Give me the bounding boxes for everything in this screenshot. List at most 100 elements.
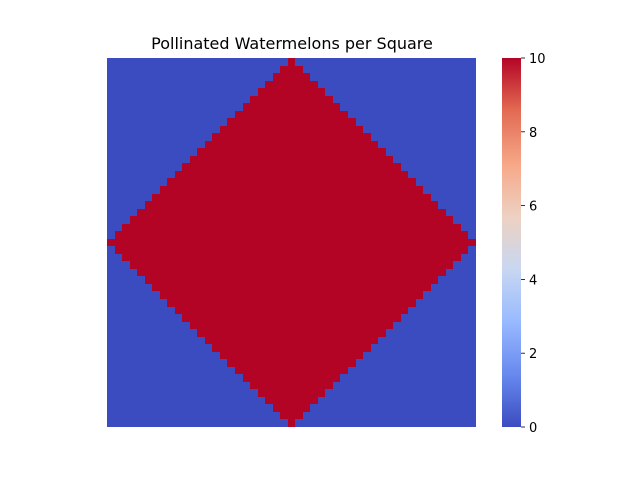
heatmap-cell bbox=[197, 352, 205, 359]
heatmap-cell bbox=[371, 367, 378, 374]
heatmap-cell bbox=[356, 66, 363, 73]
heatmap-cell bbox=[393, 186, 401, 194]
heatmap-cell bbox=[265, 209, 273, 216]
heatmap-cell bbox=[453, 58, 461, 66]
heatmap-cell bbox=[446, 163, 453, 171]
heatmap-cell bbox=[212, 359, 220, 367]
heatmap-cell bbox=[137, 307, 145, 314]
heatmap-cell bbox=[401, 322, 408, 329]
heatmap-cell bbox=[333, 133, 340, 141]
heatmap-cell bbox=[273, 231, 280, 239]
heatmap-cell bbox=[137, 291, 145, 299]
heatmap-cell bbox=[137, 254, 145, 261]
heatmap-cell bbox=[258, 389, 265, 397]
heatmap-cell bbox=[295, 201, 303, 209]
heatmap-cell bbox=[393, 163, 401, 171]
heatmap-cell bbox=[182, 329, 190, 337]
heatmap-cell bbox=[197, 367, 205, 374]
heatmap-cell bbox=[453, 126, 461, 133]
heatmap-cell bbox=[220, 103, 227, 111]
heatmap-cell bbox=[438, 194, 446, 201]
heatmap-cell bbox=[431, 291, 438, 299]
heatmap-cell bbox=[130, 276, 137, 284]
heatmap-cell bbox=[235, 389, 243, 397]
heatmap-cell bbox=[363, 201, 371, 209]
heatmap-cell bbox=[303, 103, 310, 111]
heatmap-cell bbox=[107, 186, 115, 194]
heatmap-cell bbox=[130, 201, 137, 209]
heatmap-cell bbox=[423, 88, 431, 96]
heatmap-cell bbox=[318, 171, 325, 178]
heatmap-cell bbox=[205, 382, 212, 389]
heatmap-cell bbox=[401, 88, 408, 96]
heatmap-cell bbox=[310, 103, 318, 111]
heatmap-cell bbox=[431, 367, 438, 374]
heatmap-cell bbox=[152, 88, 160, 96]
heatmap-cell bbox=[340, 322, 348, 329]
heatmap-cell bbox=[145, 73, 152, 81]
heatmap-cell bbox=[348, 404, 356, 412]
heatmap-cell bbox=[378, 352, 386, 359]
heatmap-cell bbox=[205, 96, 212, 103]
heatmap-cell bbox=[160, 412, 167, 419]
heatmap-cell bbox=[401, 194, 408, 201]
heatmap-cell bbox=[416, 133, 423, 141]
heatmap-cell bbox=[220, 209, 227, 216]
heatmap-cell bbox=[416, 81, 423, 88]
heatmap-cell bbox=[243, 118, 250, 126]
heatmap-cell bbox=[333, 352, 340, 359]
heatmap-cell bbox=[288, 397, 295, 404]
heatmap-cell bbox=[423, 209, 431, 216]
heatmap-cell bbox=[386, 291, 393, 299]
heatmap-cell bbox=[378, 314, 386, 322]
heatmap-cell bbox=[243, 111, 250, 118]
heatmap-cell bbox=[145, 284, 152, 291]
heatmap-cell bbox=[280, 178, 288, 186]
heatmap-cell bbox=[160, 103, 167, 111]
heatmap-cell bbox=[273, 239, 280, 246]
heatmap-cell bbox=[386, 171, 393, 178]
heatmap-cell bbox=[453, 291, 461, 299]
heatmap-cell bbox=[386, 329, 393, 337]
heatmap-cell bbox=[115, 81, 122, 88]
heatmap-cell bbox=[438, 81, 446, 88]
heatmap-cell bbox=[115, 276, 122, 284]
heatmap-cell bbox=[265, 291, 273, 299]
heatmap-cell bbox=[152, 314, 160, 322]
heatmap-cell bbox=[137, 284, 145, 291]
heatmap-cell bbox=[122, 111, 130, 118]
heatmap-cell bbox=[318, 284, 325, 291]
heatmap-cell bbox=[348, 239, 356, 246]
heatmap-cell bbox=[386, 269, 393, 276]
heatmap-cell bbox=[122, 291, 130, 299]
heatmap-cell bbox=[446, 329, 453, 337]
colorbar-tick-label: 0 bbox=[529, 421, 537, 436]
heatmap-cell bbox=[122, 344, 130, 352]
heatmap-cell bbox=[378, 404, 386, 412]
heatmap-cell bbox=[175, 419, 182, 427]
heatmap-cell bbox=[318, 404, 325, 412]
heatmap-cell bbox=[220, 291, 227, 299]
heatmap-cell bbox=[318, 156, 325, 163]
heatmap-cell bbox=[408, 314, 416, 322]
heatmap-cell bbox=[182, 118, 190, 126]
heatmap-cell bbox=[288, 246, 295, 254]
heatmap-cell bbox=[318, 337, 325, 344]
heatmap-cell bbox=[115, 261, 122, 269]
heatmap-cell bbox=[145, 231, 152, 239]
heatmap-cell bbox=[416, 88, 423, 96]
heatmap-cell bbox=[423, 322, 431, 329]
heatmap-cell bbox=[205, 209, 212, 216]
heatmap-cell bbox=[393, 96, 401, 103]
heatmap-cell bbox=[295, 186, 303, 194]
heatmap-cell bbox=[182, 163, 190, 171]
heatmap-cell bbox=[107, 178, 115, 186]
heatmap-cell bbox=[220, 359, 227, 367]
heatmap-cell bbox=[182, 374, 190, 382]
heatmap-cell bbox=[235, 239, 243, 246]
heatmap-cell bbox=[318, 118, 325, 126]
heatmap-cell bbox=[145, 148, 152, 156]
heatmap-cell bbox=[386, 389, 393, 397]
heatmap-cell bbox=[310, 307, 318, 314]
